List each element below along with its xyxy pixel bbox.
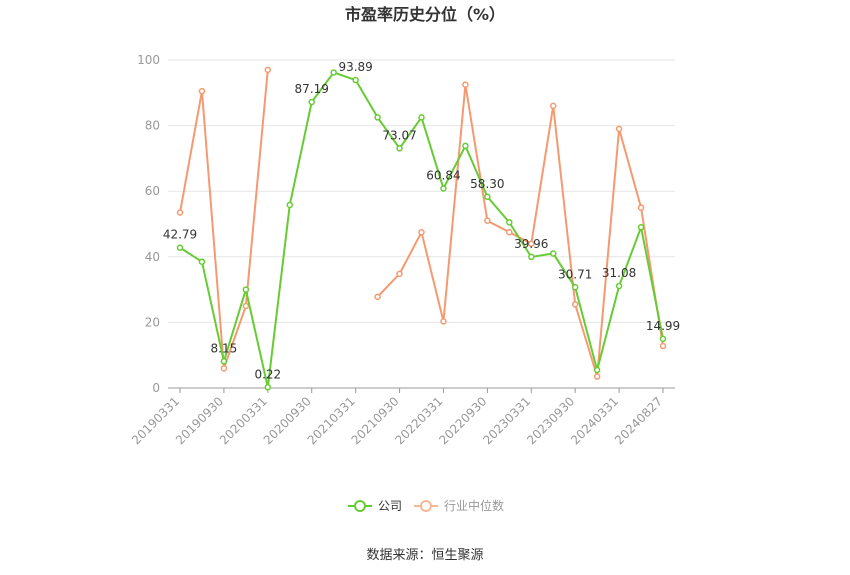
point-company-20240827 [659, 335, 667, 343]
y-tick-label-60: 60 [145, 184, 160, 198]
series-layer [176, 66, 667, 391]
point-industry-20190930 [220, 365, 228, 372]
point-industry-20220630 [462, 81, 469, 88]
point-company-20231231 [593, 366, 601, 374]
y-tick-label-80: 80 [145, 119, 160, 133]
point-company-20190630 [198, 258, 206, 265]
data-label-company-20220331: 60.84 [426, 168, 460, 182]
data-source: 数据来源：恒生聚源 [366, 548, 483, 563]
point-company-20230331 [528, 253, 535, 261]
point-industry-20191231 [242, 302, 250, 310]
point-company-20220630 [462, 142, 469, 150]
point-industry-20240630 [637, 204, 645, 211]
point-company-20201231 [330, 69, 337, 76]
point-company-20221231 [506, 219, 513, 226]
point-company-20210630 [374, 114, 381, 121]
y-tick-label-40: 40 [145, 250, 160, 264]
point-industry-20210630 [374, 293, 381, 301]
y-tick-label-100: 100 [137, 53, 160, 67]
point-company-20200630 [286, 201, 294, 209]
legend-industry-marker [420, 500, 432, 512]
point-company-20240331 [615, 282, 623, 290]
y-tick-label-20: 20 [145, 315, 160, 329]
point-industry-20200331 [264, 66, 272, 74]
data-label-company-20200930: 87.19 [295, 82, 329, 96]
legend-item-industry[interactable]: 行业中位数 [414, 498, 504, 513]
legend-company-marker [354, 500, 366, 512]
data-label-company-20230930: 30.71 [558, 267, 592, 281]
point-company-20210331 [352, 76, 359, 84]
data-label-company-20240827: 14.99 [646, 319, 680, 333]
point-industry-20230331 [528, 240, 535, 247]
point-industry-20230930 [571, 301, 579, 308]
point-company-20220331 [440, 185, 447, 192]
point-company-20230930 [571, 284, 579, 291]
point-company-20190331 [176, 244, 184, 251]
x-tick-label-20240827: 20240827 [612, 394, 665, 447]
point-company-20191231 [242, 286, 250, 293]
grid-layer [168, 59, 675, 323]
point-industry-20190331 [176, 209, 184, 216]
point-industry-20220930 [484, 217, 491, 224]
point-company-20211231 [418, 114, 425, 121]
point-company-20210930 [396, 145, 403, 152]
chart-title: 市盈率历史分位（%） [345, 5, 505, 24]
data-label-company-20230331: 39.96 [514, 237, 548, 251]
point-company-20200930 [308, 98, 315, 106]
data-label-company-20220930: 58.30 [470, 177, 504, 191]
data-label-company-20190331: 42.79 [163, 228, 197, 242]
axis-layer: 0204060801002019033120190930202003312020… [129, 53, 675, 447]
legend-industry-label: 行业中位数 [444, 498, 504, 513]
data-label-company-20210930: 73.07 [382, 128, 416, 142]
point-company-20220930 [484, 193, 491, 201]
point-company-20230630 [549, 250, 557, 257]
point-industry-20211231 [418, 228, 425, 236]
legend-company-label: 公司 [378, 499, 402, 513]
y-tick-label-0: 0 [152, 381, 160, 395]
point-industry-20190630 [198, 87, 206, 95]
legend-item-company[interactable]: 公司 [348, 499, 402, 513]
legend: 公司 行业中位数 [348, 498, 504, 513]
point-industry-20230630 [549, 102, 557, 110]
point-industry-20231231 [593, 373, 601, 380]
data-label-company-20240331: 31.08 [602, 266, 636, 280]
data-label-company-20200331: 0.22 [254, 367, 281, 381]
point-industry-20240827 [659, 342, 667, 350]
point-company-20190930 [220, 358, 228, 365]
series-line-industry-0 [179, 69, 269, 370]
point-company-20200331 [264, 384, 272, 391]
point-industry-20210930 [396, 270, 403, 278]
data-label-company-20190930: 8.15 [211, 341, 238, 355]
point-industry-20240331 [615, 125, 623, 133]
data-label-company-20210331: 93.89 [338, 60, 372, 74]
point-company-20240630 [637, 224, 645, 231]
data-label-layer: 42.79 8.15 0.22 87.19 93.89 73.07 60.84 58.30 39… [163, 60, 680, 381]
point-industry-20220331 [440, 318, 447, 325]
point-industry-20221231 [506, 228, 513, 236]
